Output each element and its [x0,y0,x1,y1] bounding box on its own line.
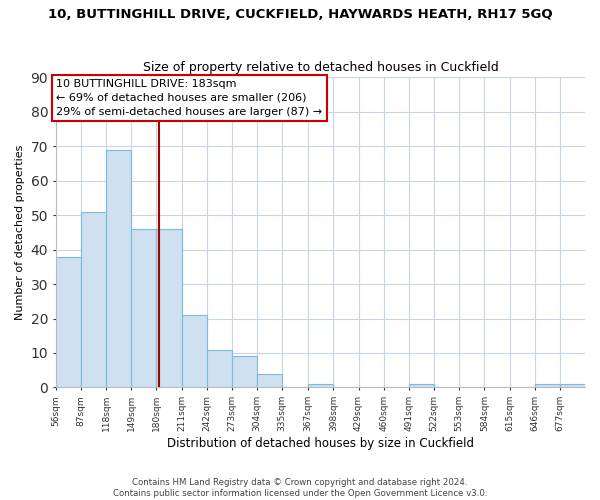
Bar [56,256,81,388]
X-axis label: Distribution of detached houses by size in Cuckfield: Distribution of detached houses by size … [167,437,474,450]
Bar [409,384,434,388]
Text: Contains HM Land Registry data © Crown copyright and database right 2024.
Contai: Contains HM Land Registry data © Crown c… [113,478,487,498]
Bar [207,350,232,388]
Bar [157,229,182,388]
Bar [182,315,207,388]
Bar [257,374,282,388]
Bar [308,384,334,388]
Bar [81,212,106,388]
Bar [106,150,131,388]
Bar [535,384,560,388]
Bar [560,384,585,388]
Title: Size of property relative to detached houses in Cuckfield: Size of property relative to detached ho… [143,60,498,74]
Text: 10 BUTTINGHILL DRIVE: 183sqm
← 69% of detached houses are smaller (206)
29% of s: 10 BUTTINGHILL DRIVE: 183sqm ← 69% of de… [56,79,322,117]
Bar [232,356,257,388]
Text: 10, BUTTINGHILL DRIVE, CUCKFIELD, HAYWARDS HEATH, RH17 5GQ: 10, BUTTINGHILL DRIVE, CUCKFIELD, HAYWAR… [47,8,553,20]
Y-axis label: Number of detached properties: Number of detached properties [15,145,25,320]
Bar [131,229,157,388]
